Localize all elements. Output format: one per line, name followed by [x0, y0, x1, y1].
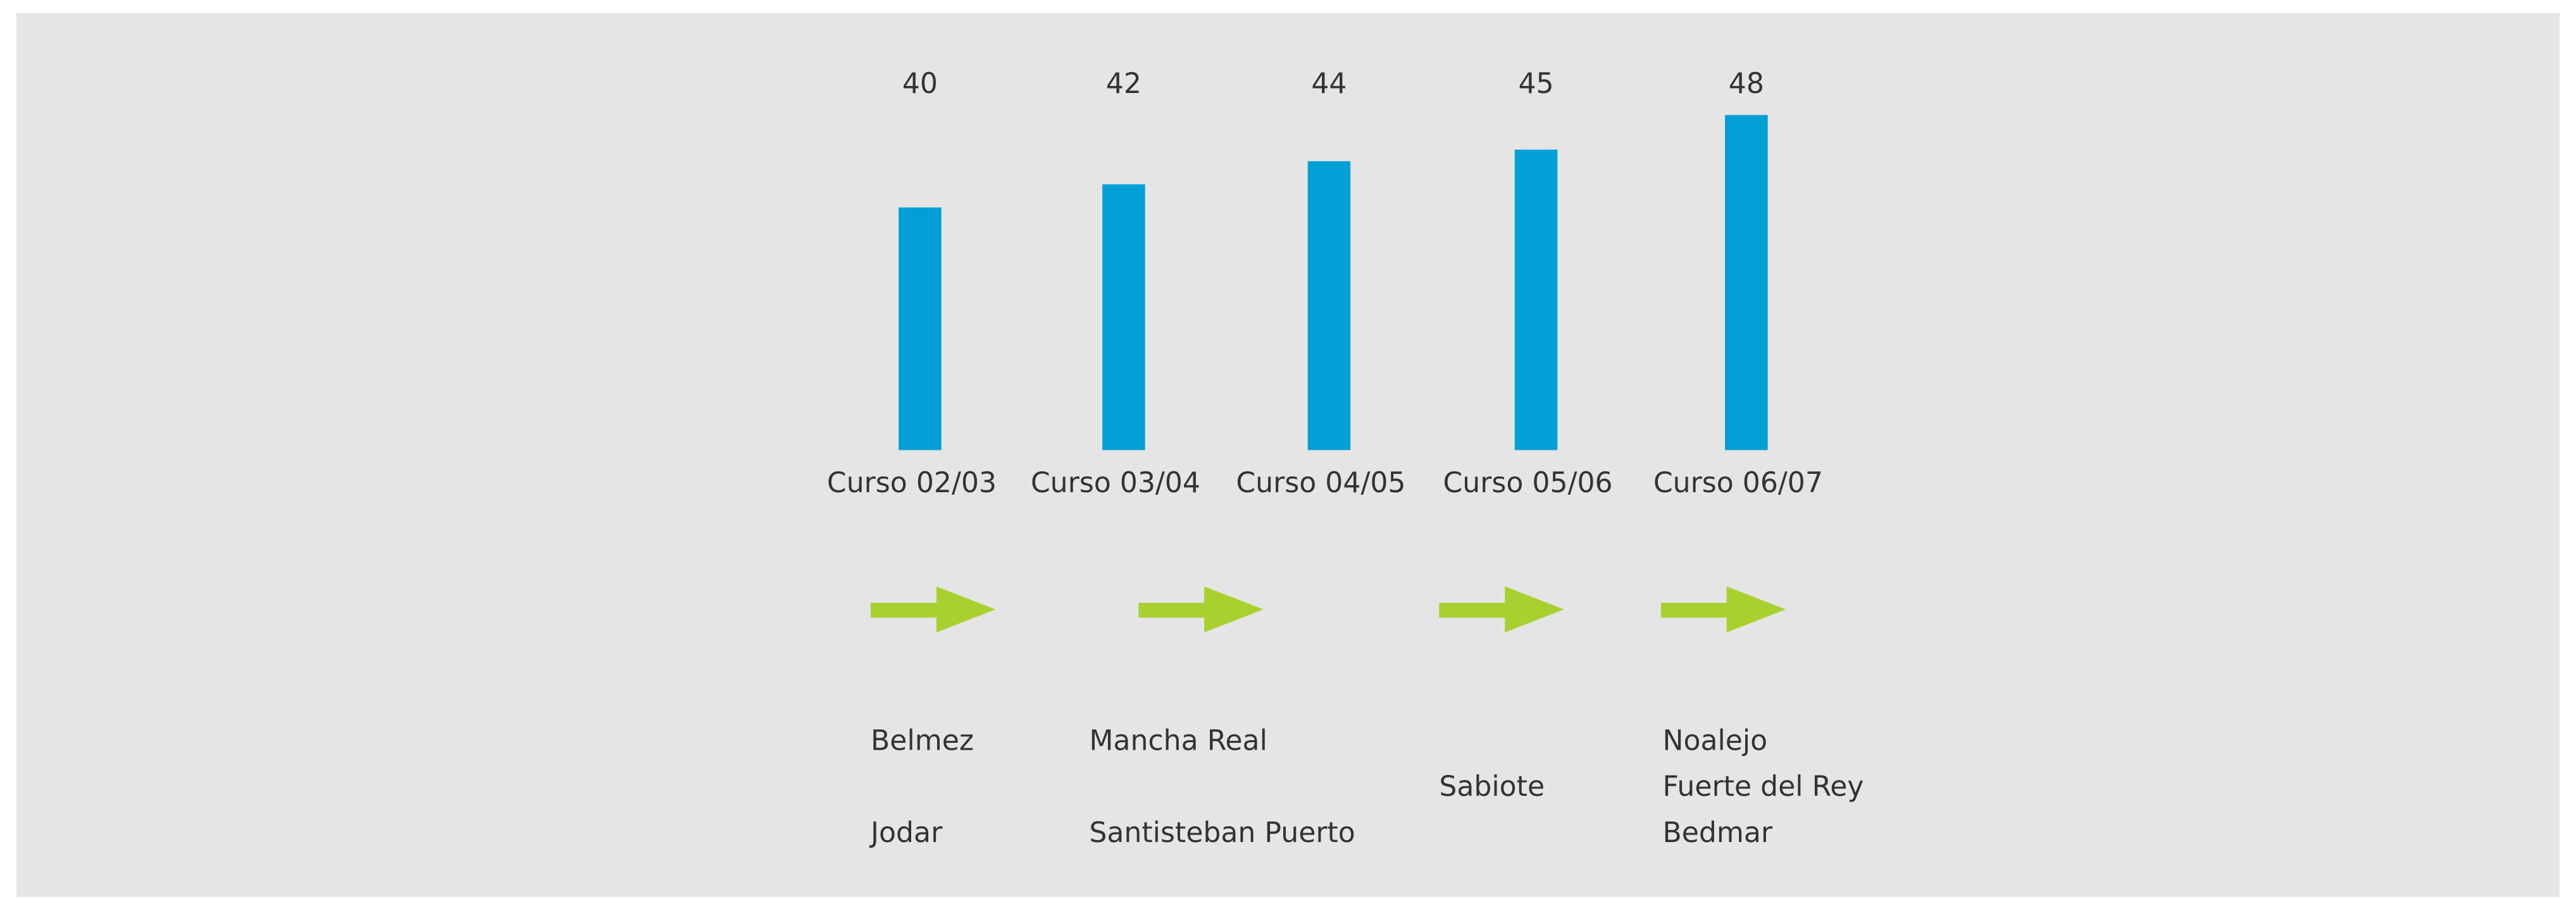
- value-label: 40: [902, 68, 938, 100]
- arrow: [1660, 586, 1786, 633]
- background: [16, 13, 2560, 897]
- town-label: Jodar: [869, 817, 943, 849]
- arrows: [871, 586, 1786, 633]
- town-label: Belmez: [871, 725, 974, 757]
- category-label: Curso 06/07: [1653, 467, 1823, 499]
- bar: [1725, 115, 1768, 450]
- bar: [899, 207, 942, 450]
- bar: [1307, 161, 1351, 450]
- arrow: [1138, 586, 1264, 633]
- town-label: Mancha Real: [1089, 725, 1267, 757]
- town-label: Noalejo: [1662, 725, 1767, 757]
- arrow: [871, 586, 996, 633]
- arrow: [1439, 586, 1564, 633]
- town-label: Bedmar: [1662, 817, 1772, 849]
- category-label: Curso 04/05: [1236, 467, 1405, 499]
- value-label: 42: [1106, 68, 1142, 100]
- town-label: Sabiote: [1439, 771, 1545, 803]
- value-label: 45: [1518, 68, 1553, 100]
- category-label: Curso 02/03: [827, 467, 997, 499]
- category-label: Curso 03/04: [1031, 467, 1200, 499]
- value-label: 48: [1729, 68, 1764, 100]
- value-label: 44: [1311, 68, 1347, 100]
- town-label: Santisteban Puerto: [1089, 817, 1355, 849]
- category-label: Curso 05/06: [1443, 467, 1613, 499]
- town-label: Fuerte del Rey: [1662, 771, 1864, 803]
- bar: [1514, 149, 1558, 450]
- bar: [1102, 184, 1145, 450]
